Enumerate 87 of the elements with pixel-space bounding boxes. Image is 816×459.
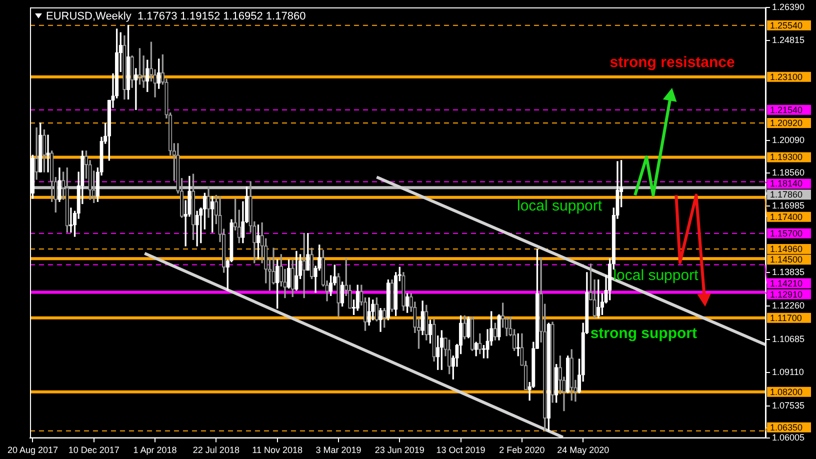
candlestick (447, 340, 452, 374)
annotation: strong support (590, 324, 697, 342)
ref-line-label: 1.06350 (770, 422, 803, 432)
candlestick (570, 349, 574, 401)
y-tick-label: 1.18560 (772, 167, 805, 178)
x-tick-label: 22 Jul 2018 (192, 445, 240, 456)
candlestick (497, 314, 501, 340)
y-tick-label: 1.24815 (772, 35, 805, 46)
candlestick (546, 322, 551, 432)
candlestick (69, 208, 73, 233)
annotation: local support (517, 197, 603, 214)
candlestick (356, 284, 360, 311)
candlestick (46, 134, 50, 172)
candlestick (432, 318, 436, 362)
ref-line-label: 1.25540 (770, 20, 803, 30)
y-tick-label: 1.10685 (772, 334, 805, 344)
candlestick (592, 279, 596, 318)
ref-line-label: 1.20920 (770, 118, 803, 128)
candlestick (554, 364, 558, 403)
y-tick-label: 1.13835 (772, 267, 805, 278)
x-tick-label: 10 Dec 2017 (68, 445, 120, 456)
candlestick (38, 122, 42, 172)
candlestick (466, 316, 470, 338)
candlestick (122, 35, 126, 100)
y-tick-label: 1.12260 (772, 300, 805, 310)
x-tick-label: 1 Apr 2018 (133, 445, 177, 456)
candlestick (195, 210, 199, 246)
x-tick-label: 11 Nov 2018 (252, 445, 303, 456)
candlestick (191, 174, 196, 240)
ref-line-label: 1.17860 (770, 190, 803, 200)
ref-line-label: 1.18140 (770, 178, 803, 189)
candlestick (34, 127, 38, 180)
candlestick (286, 259, 291, 289)
x-tick-label: 3 Mar 2019 (316, 445, 362, 456)
annotation: strong resistance (610, 54, 735, 71)
candlestick (42, 129, 46, 172)
candlestick (440, 330, 444, 370)
ref-line-label: 1.23100 (770, 72, 803, 82)
candlestick (58, 167, 62, 202)
ref-line-label: 1.21540 (770, 104, 803, 115)
candlestick (482, 344, 486, 358)
candlestick (374, 297, 379, 322)
candlestick (336, 273, 340, 318)
y-tick-label: 1.16985 (772, 200, 805, 211)
ref-line-label: 1.08200 (770, 386, 803, 397)
x-tick-label: 2 Feb 2020 (499, 445, 545, 456)
x-tick-label: 24 May 2020 (557, 445, 610, 456)
candlestick (550, 322, 554, 403)
candlestick (566, 356, 570, 394)
candlestick (424, 304, 428, 340)
candlestick (256, 224, 260, 260)
candlestick (134, 68, 138, 110)
ref-line-label: 1.19300 (770, 152, 803, 162)
candlestick (138, 48, 142, 85)
candlestick (474, 342, 478, 356)
candlestick (520, 333, 524, 366)
candlestick (516, 333, 520, 356)
ref-line-label: 1.14960 (770, 244, 803, 254)
candlestick (402, 272, 406, 311)
y-tick-label: 1.20090 (772, 135, 805, 146)
ref-line-label: 1.14500 (770, 254, 803, 265)
candlestick (420, 300, 424, 336)
annotation: local support (613, 266, 700, 284)
ref-line-label: 1.11700 (770, 312, 802, 323)
candlestick (390, 279, 394, 312)
y-tick-label: 1.07535 (772, 400, 805, 410)
x-tick-label: 13 Oct 2019 (436, 445, 486, 456)
candlestick (470, 316, 474, 351)
ref-line-label: 1.15700 (770, 228, 803, 238)
candlestick (210, 196, 214, 233)
candlestick (386, 279, 390, 320)
candlestick (65, 167, 69, 233)
x-tick-label: 23 Jun 2019 (374, 445, 424, 456)
chart-title: EURUSD,Weekly 1.17673 1.19152 1.16952 1.17860 (46, 10, 306, 22)
y-tick-label: 1.26390 (772, 2, 805, 12)
x-tick-label: 20 Aug 2017 (7, 445, 58, 456)
candlestick (310, 248, 314, 280)
candlestick (382, 308, 386, 328)
candlestick (130, 55, 134, 88)
y-tick-label: 1.06005 (772, 432, 805, 443)
candlestick (478, 333, 482, 354)
y-tick-label: 1.09110 (772, 367, 804, 378)
ref-line-label: 1.12910 (770, 289, 803, 300)
candlestick (206, 186, 210, 218)
ref-line-label: 1.17400 (770, 212, 803, 222)
ref-line-label: 1.14210 (770, 278, 803, 288)
candlestick (340, 282, 344, 307)
